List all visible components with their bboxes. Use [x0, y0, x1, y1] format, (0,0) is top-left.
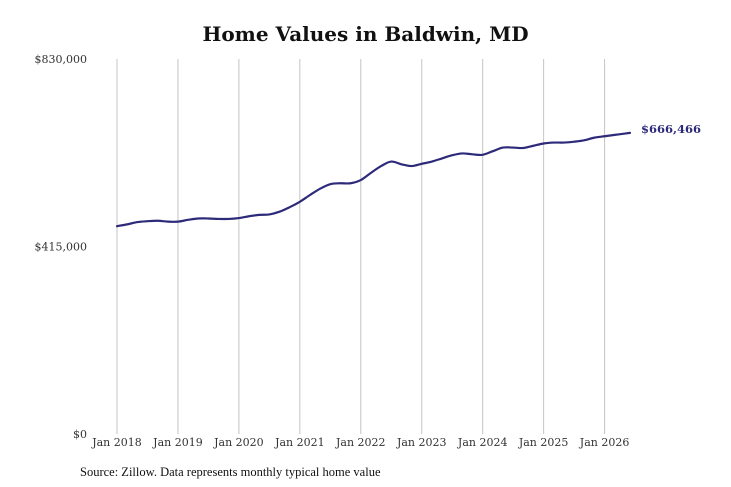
x-tick-label: Jan 2020 — [213, 436, 264, 449]
x-tick-label: Jan 2022 — [335, 436, 386, 449]
y-tick-label: $830,000 — [35, 53, 88, 66]
y-tick-label: $415,000 — [35, 241, 88, 254]
x-tick-label: Jan 2023 — [396, 436, 447, 449]
x-tick-label: Jan 2026 — [579, 436, 630, 449]
chart-title: Home Values in Baldwin, MD — [202, 22, 529, 46]
home-value-line — [115, 131, 632, 228]
vertical-gridlines — [116, 59, 606, 434]
x-tick-label: Jan 2019 — [152, 436, 203, 449]
source-note: Source: Zillow. Data represents monthly … — [80, 465, 381, 479]
x-tick-label: Jan 2024 — [457, 436, 508, 449]
x-tick-label: Jan 2021 — [274, 436, 325, 449]
x-tick-label: Jan 2018 — [91, 436, 142, 449]
latest-value-label: $666,466 — [641, 122, 701, 136]
x-axis-tick-labels: Jan 2018 Jan 2019 Jan 2020 Jan 2021 Jan 2022… — [91, 436, 629, 449]
y-tick-label: $0 — [73, 428, 87, 441]
x-tick-label: Jan 2025 — [518, 436, 569, 449]
y-axis-tick-labels: $830,000 $415,000 $0 — [35, 53, 88, 441]
